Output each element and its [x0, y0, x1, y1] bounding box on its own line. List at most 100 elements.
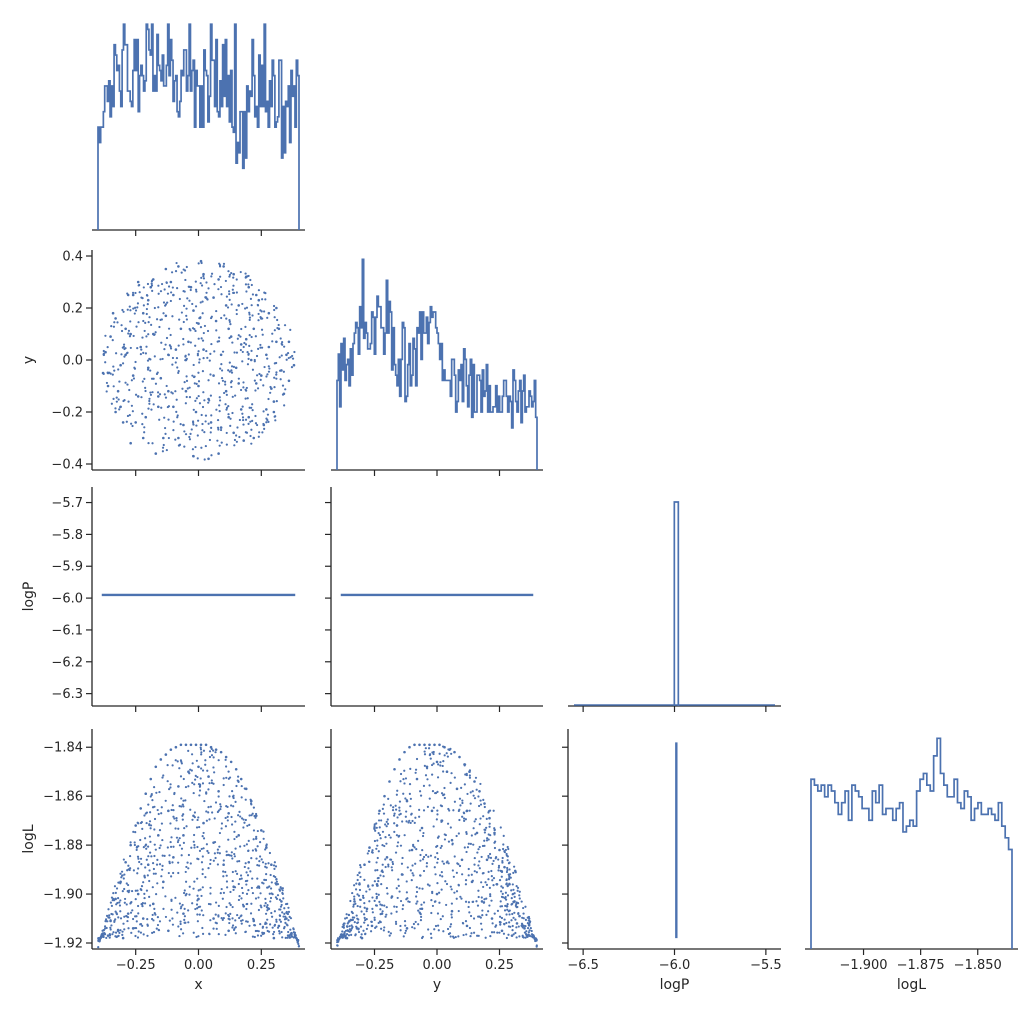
scatter-point: [426, 805, 430, 808]
scatter-point: [253, 814, 256, 818]
x-axis-label: x: [194, 977, 202, 993]
scatter-point: [219, 353, 223, 357]
scatter-point: [220, 369, 224, 372]
scatter-point: [379, 927, 383, 930]
scatter-point: [254, 816, 257, 819]
scatter-point: [182, 423, 185, 427]
scatter-point: [432, 806, 435, 809]
scatter-point: [247, 860, 251, 864]
scatter-point: [139, 345, 143, 349]
scatter-point: [364, 933, 367, 936]
scatter-point: [250, 406, 253, 409]
scatter-point: [490, 869, 493, 873]
scatter-point: [506, 845, 509, 849]
scatter-point: [194, 399, 197, 402]
scatter-point: [217, 789, 220, 793]
scatter-point: [219, 275, 222, 278]
scatter-point: [207, 287, 210, 290]
scatter-point: [424, 747, 427, 750]
scatter-point: [132, 869, 135, 872]
scatter-point: [194, 280, 197, 283]
scatter-point: [409, 767, 412, 770]
scatter-point: [401, 820, 404, 823]
scatter-point: [371, 911, 374, 914]
scatter-point: [368, 900, 371, 903]
scatter-point: [476, 851, 479, 854]
scatter-point: [145, 821, 148, 825]
scatter-point: [109, 335, 112, 338]
scatter-point: [170, 291, 173, 294]
scatter-point: [367, 849, 370, 853]
scatter-point: [237, 779, 240, 783]
scatter-point: [213, 817, 216, 820]
scatter-point: [280, 354, 283, 357]
scatter-point: [375, 925, 378, 928]
scatter-point: [205, 349, 208, 353]
scatter-point: [182, 841, 186, 844]
scatter-point: [484, 881, 487, 884]
scatter-point: [164, 799, 167, 802]
scatter-point: [177, 265, 180, 268]
scatter-point: [174, 269, 178, 273]
scatter-point: [184, 402, 187, 405]
scatter-point: [121, 874, 124, 877]
scatter-point: [421, 848, 424, 852]
scatter-point: [269, 873, 272, 877]
scatter-point: [234, 932, 237, 935]
scatter-point: [146, 874, 149, 877]
scatter-point: [191, 374, 194, 377]
scatter-point: [373, 824, 376, 828]
scatter-point: [113, 920, 116, 924]
scatter-point: [201, 926, 204, 930]
scatter-point: [172, 429, 175, 432]
scatter-point: [259, 923, 262, 926]
scatter-point: [461, 799, 464, 802]
scatter-point: [224, 912, 227, 915]
scatter-point: [434, 856, 437, 859]
scatter-point: [344, 936, 347, 939]
scatter-point: [169, 748, 173, 751]
scatter-point: [195, 759, 198, 762]
scatter-point: [142, 304, 145, 307]
scatter-point: [251, 849, 255, 852]
scatter-point: [458, 864, 462, 868]
scatter-point: [419, 853, 422, 857]
scatter-point: [169, 347, 173, 350]
scatter-point: [149, 777, 153, 781]
scatter-point: [229, 890, 232, 894]
scatter-point: [129, 911, 133, 914]
scatter-point: [247, 285, 251, 289]
scatter-point: [490, 931, 494, 934]
scatter-point: [239, 270, 242, 274]
scatter-point: [283, 324, 287, 327]
scatter-point: [389, 804, 392, 807]
scatter-point: [411, 864, 414, 867]
scatter-point: [194, 329, 197, 333]
scatter-point: [363, 863, 366, 866]
scatter-point: [401, 904, 405, 907]
scatter-point: [183, 381, 186, 384]
scatter-point: [147, 803, 150, 806]
scatter-point: [175, 410, 178, 413]
scatter-point: [195, 382, 198, 385]
scatter-point: [247, 422, 250, 425]
scatter-point: [354, 888, 358, 891]
scatter-point: [272, 410, 276, 414]
scatter-point: [366, 852, 369, 855]
scatter-point: [196, 845, 199, 849]
scatter-point: [405, 880, 408, 883]
scatter-point: [273, 924, 276, 927]
scatter-point: [140, 885, 144, 888]
scatter-point: [123, 915, 126, 918]
scatter-point: [431, 904, 435, 908]
scatter-point: [184, 278, 187, 282]
scatter-point: [198, 849, 202, 852]
scatter-point: [157, 306, 160, 309]
scatter-point: [167, 929, 170, 933]
scatter-point: [352, 905, 355, 908]
scatter-point: [142, 846, 145, 849]
scatter-point: [214, 748, 218, 751]
scatter-point: [238, 418, 241, 422]
scatter-point: [491, 922, 494, 925]
scatter-point: [145, 312, 148, 316]
